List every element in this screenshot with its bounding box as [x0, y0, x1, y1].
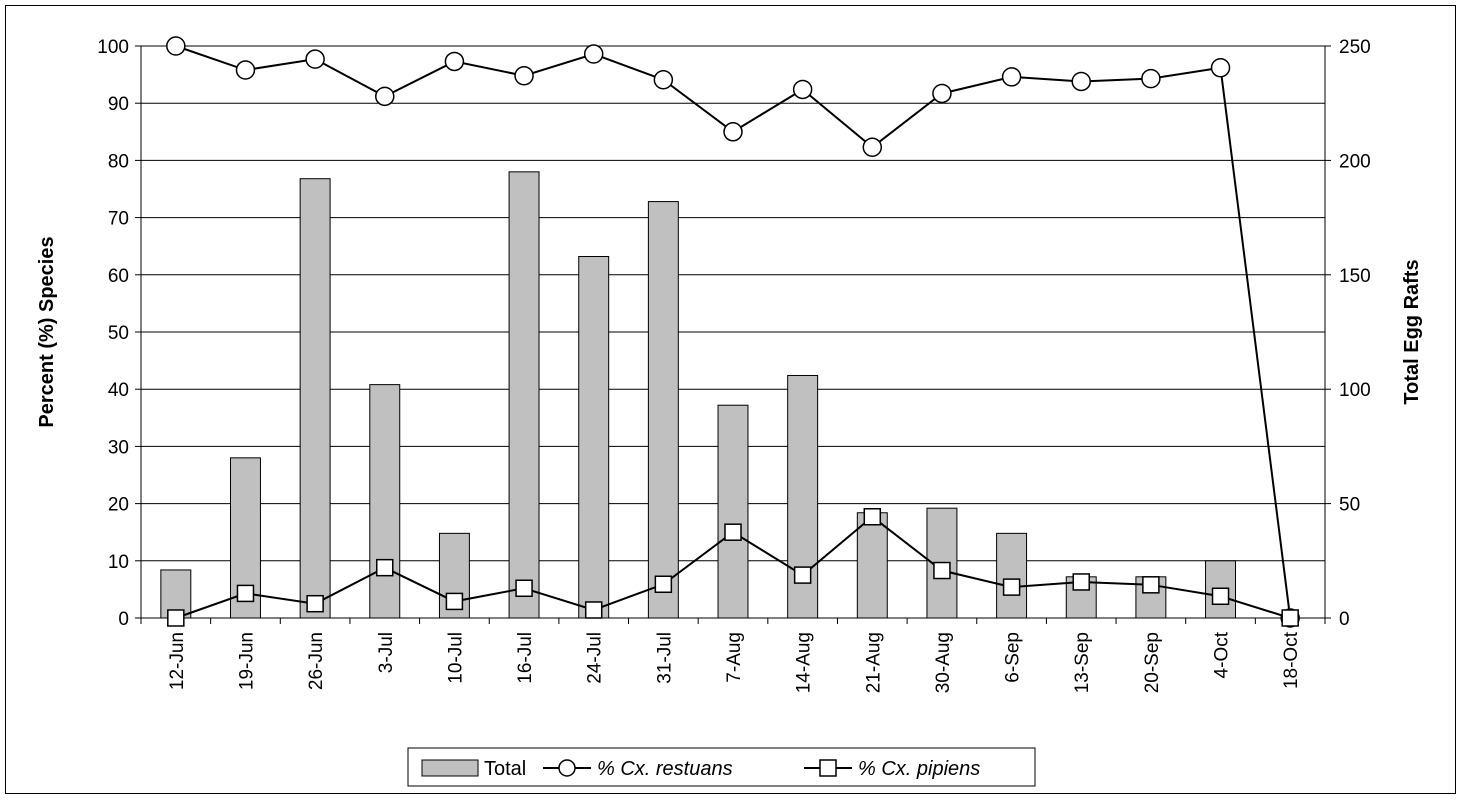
point-cx-restuans: [444, 51, 465, 72]
legend-label-restuans: % Cx. restuans: [597, 758, 733, 780]
right-tick-label: 250: [1339, 37, 1371, 58]
x-tick-label: 20-Sep: [1142, 632, 1163, 693]
point-cx-pipiens: [793, 566, 812, 584]
bar-total: [299, 178, 331, 619]
point-cx-restuans: [653, 69, 674, 90]
x-tick-label: 19-Jun: [236, 632, 257, 690]
point-cx-restuans: [862, 137, 883, 157]
point-cx-restuans: [514, 65, 534, 86]
point-cx-pipiens: [306, 594, 324, 613]
right-tick-label: 150: [1339, 266, 1371, 287]
point-cx-pipiens: [1072, 573, 1090, 591]
point-cx-restuans: [932, 83, 952, 104]
point-cx-restuans: [375, 86, 395, 107]
legend-label-total: Total: [484, 758, 526, 780]
x-tick-label: 31-Jul: [654, 632, 675, 684]
left-tick-label: 80: [108, 151, 129, 172]
bar-total: [856, 512, 888, 619]
bar-total: [578, 255, 610, 619]
point-cx-restuans: [1071, 71, 1091, 92]
left-tick-label: 0: [118, 609, 129, 630]
left-tick-label: 70: [108, 209, 129, 230]
point-cx-restuans: [1001, 67, 1022, 87]
legend: Total % Cx. restuans % Cx. pipiens: [407, 747, 1036, 787]
point-cx-restuans: [583, 44, 604, 64]
point-cx-restuans: [166, 36, 186, 56]
legend-marker-pipiens: [819, 759, 837, 777]
point-cx-pipiens: [933, 561, 951, 580]
x-tick-label: 10-Jul: [445, 632, 466, 684]
point-cx-restuans: [792, 79, 813, 100]
right-tick-label: 100: [1339, 380, 1371, 401]
left-tick-label: 60: [108, 266, 129, 287]
point-cx-pipiens: [1002, 578, 1021, 596]
point-cx-restuans: [1210, 57, 1231, 78]
right-tick-label: 50: [1339, 495, 1360, 516]
bar-total: [717, 404, 749, 619]
point-cx-pipiens: [167, 609, 185, 627]
left-tick-label: 40: [108, 380, 129, 401]
point-cx-restuans: [1141, 68, 1161, 89]
x-tick-label: 6-Sep: [1003, 632, 1024, 683]
point-cx-pipiens: [376, 558, 394, 577]
legend-label-pipiens: % Cx. pipiens: [858, 758, 980, 780]
x-tick-label: 14-Aug: [794, 632, 815, 693]
bar-total: [647, 201, 679, 619]
x-tick-label: 3-Jul: [376, 632, 397, 673]
left-tick-label: 30: [108, 437, 129, 458]
point-cx-restuans: [305, 49, 325, 69]
x-tick-label: 24-Jul: [585, 632, 606, 684]
point-cx-restuans: [235, 60, 256, 80]
point-cx-pipiens: [584, 601, 603, 619]
point-cx-pipiens: [1281, 609, 1299, 627]
left-tick-label: 20: [108, 495, 129, 516]
bar-series-total: [160, 171, 1237, 619]
bar-total: [369, 384, 401, 619]
point-cx-pipiens: [445, 592, 464, 611]
x-tick-label: 12-Jun: [167, 632, 188, 690]
legend-marker-restuans: [558, 759, 576, 777]
line-series: [166, 36, 1300, 628]
x-tick-label: 26-Jun: [306, 632, 327, 690]
left-tick-label: 50: [108, 323, 129, 344]
bar-total: [508, 171, 540, 619]
point-cx-pipiens: [654, 575, 673, 594]
right-axis-title: Total Egg Rafts: [1401, 259, 1423, 404]
tick-labels: 0 10 20 30 40 50 60 70 80 90 100 0 50 100 150 200 250 12-…: [97, 37, 1370, 693]
point-cx-pipiens: [236, 584, 255, 603]
point-cx-pipiens: [724, 523, 742, 541]
x-tick-label: 4-Oct: [1212, 631, 1233, 678]
legend-box: [407, 747, 1036, 787]
point-cx-pipiens: [1211, 587, 1230, 606]
point-cx-restuans: [723, 122, 743, 142]
left-tick-label: 10: [108, 552, 129, 573]
axes: [135, 45, 1331, 624]
x-tick-label: 13-Sep: [1072, 632, 1093, 693]
left-tick-label: 100: [97, 37, 129, 58]
bar-total: [996, 532, 1028, 619]
x-tick-label: 18-Oct: [1281, 631, 1302, 689]
legend-swatch-total: [421, 759, 479, 777]
x-tick-label: 16-Jul: [515, 632, 536, 684]
point-cx-pipiens: [515, 579, 533, 598]
x-tick-label: 21-Aug: [863, 632, 884, 693]
x-tick-label: 7-Aug: [724, 632, 745, 683]
right-tick-label: 200: [1339, 151, 1371, 172]
right-tick-label: 0: [1339, 609, 1350, 630]
left-tick-label: 90: [108, 94, 129, 115]
left-axis-title: Percent (%) Species: [36, 236, 58, 427]
point-cx-pipiens: [863, 508, 882, 526]
point-cx-pipiens: [1142, 576, 1160, 594]
x-tick-label: 30-Aug: [933, 632, 954, 693]
gridlines: [141, 45, 1325, 562]
